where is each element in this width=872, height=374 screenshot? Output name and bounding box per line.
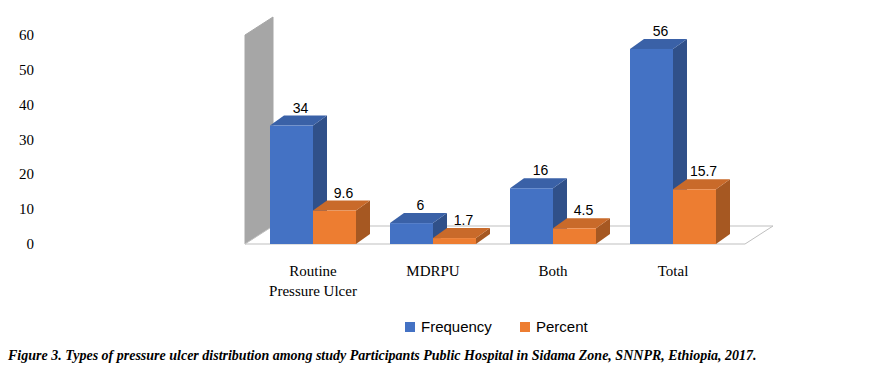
data-label: 1.7 <box>454 212 474 228</box>
bar-top <box>553 218 610 228</box>
bar-top <box>510 178 567 188</box>
category-line: Both <box>538 263 568 279</box>
side-wall <box>245 17 273 244</box>
y-tick-label: 20 <box>19 166 34 182</box>
bar <box>390 223 433 244</box>
data-label: 4.5 <box>574 202 594 218</box>
chart: 0 10 20 30 40 50 60 34 9.6 6 1.7 16 4.5 56 15.7 Routine… <box>0 0 872 374</box>
bar-top <box>673 179 730 189</box>
data-label: 9.6 <box>334 185 354 201</box>
bar-top <box>390 213 447 223</box>
bar <box>673 189 716 244</box>
y-tick-label: 0 <box>27 236 35 252</box>
bar <box>270 126 313 244</box>
data-labels: 34 9.6 6 1.7 16 4.5 56 15.7 <box>293 23 718 228</box>
bar-side <box>716 179 730 244</box>
category-line: Total <box>658 263 689 279</box>
bar <box>433 238 476 244</box>
bar-top <box>313 201 370 211</box>
legend-label: Frequency <box>421 318 492 335</box>
title: Figure 3. Types of pressure ulcer distri… <box>7 348 757 363</box>
category-label: Total <box>658 263 689 279</box>
data-label: 16 <box>533 162 549 178</box>
category-line: Routine <box>289 263 337 279</box>
category-line: Pressure Ulcer <box>269 283 357 299</box>
y-tick-label: 10 <box>19 201 34 217</box>
legend-swatch <box>520 322 530 332</box>
bars <box>270 39 730 244</box>
bar <box>553 228 596 244</box>
bar-top <box>270 116 327 126</box>
legend-swatch <box>405 322 415 332</box>
y-tick-label: 50 <box>19 62 34 78</box>
category-label: Routine Pressure Ulcer <box>269 263 357 299</box>
bar <box>313 211 356 244</box>
y-tick-label: 40 <box>19 97 34 113</box>
data-label: 56 <box>653 23 669 39</box>
legend-label: Percent <box>536 318 589 335</box>
y-tick-label: 30 <box>19 132 34 148</box>
y-tick-label: 60 <box>19 27 34 43</box>
data-label: 6 <box>417 197 425 213</box>
data-label: 34 <box>293 100 309 116</box>
category-line: MDRPU <box>406 263 460 279</box>
data-label: 15.7 <box>690 163 717 179</box>
bar-top <box>630 39 687 49</box>
bar <box>630 49 673 244</box>
category-label: MDRPU <box>406 263 460 279</box>
bar <box>510 188 553 244</box>
bar-top <box>433 228 490 238</box>
category-label: Both <box>538 263 568 279</box>
